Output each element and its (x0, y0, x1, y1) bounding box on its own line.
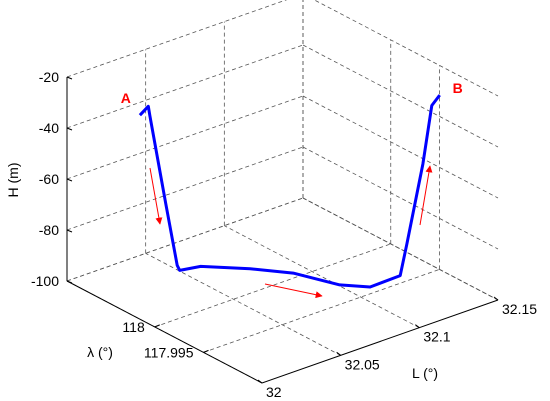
z-tick-label: -20 (39, 69, 59, 85)
grid-line (66, 44, 304, 129)
grid-edge (302, 197, 499, 301)
point-label: B (453, 80, 463, 96)
tick-mark (493, 296, 499, 301)
x-axis-label: L (°) (412, 365, 438, 381)
grid-line (313, 0, 499, 97)
grid-line (302, 146, 499, 250)
direction-arrow (149, 167, 163, 225)
direction-arrow (419, 165, 433, 226)
grid-line (203, 269, 440, 353)
y-axis (66, 280, 263, 384)
tick-mark (66, 178, 73, 182)
z-tick-label: -60 (39, 171, 59, 187)
grid-line (302, 95, 499, 199)
trajectory (138, 94, 441, 289)
x-tick-label: 32.1 (423, 329, 450, 345)
grid-line (66, 95, 304, 180)
tick-mark (66, 280, 73, 284)
y-axis-label: λ (°) (87, 344, 113, 360)
tick-mark (66, 229, 73, 233)
x-tick-label: 32 (266, 384, 282, 400)
grid-line (66, 0, 288, 78)
y-tick-label: 118 (122, 319, 145, 335)
x-tick-label: 32.05 (345, 356, 380, 372)
grid-line (66, 146, 304, 231)
tick-mark (66, 127, 73, 131)
tick-mark (257, 379, 263, 384)
grid-line (302, 197, 499, 301)
z-tick-label: -100 (31, 273, 59, 289)
grid-line (302, 197, 499, 301)
tick-mark (336, 351, 341, 356)
tick-mark (203, 349, 209, 353)
point-label: A (121, 90, 131, 106)
z-tick-label: -80 (39, 222, 59, 238)
z-tick-label: -40 (39, 120, 59, 136)
x-axis (261, 299, 499, 384)
tick-mark (154, 324, 160, 328)
tick-mark (66, 76, 73, 80)
z-axis-label: H (m) (5, 163, 21, 198)
grid-line (224, 225, 420, 329)
grid (66, 0, 499, 384)
direction-arrow (264, 283, 323, 299)
y-tick-label: 117.995 (144, 344, 194, 360)
tick-mark (415, 324, 420, 329)
axes (66, 76, 499, 384)
x-tick-label: 32.15 (502, 301, 537, 317)
grid-line (302, 44, 499, 148)
